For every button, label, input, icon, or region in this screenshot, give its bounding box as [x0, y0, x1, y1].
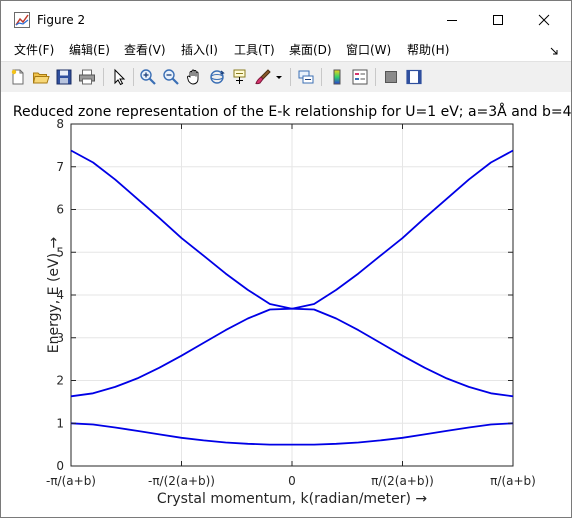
- plot-svg[interactable]: Reduced zone representation of the E-k r…: [1, 92, 571, 517]
- x-tick-label: 0: [288, 474, 296, 488]
- toolbar-separator: [133, 68, 134, 86]
- brush-dropdown-icon[interactable]: [274, 68, 284, 86]
- y-tick-label: 0: [56, 459, 64, 473]
- toolbar-separator: [375, 68, 376, 86]
- y-tick-label: 5: [56, 245, 64, 259]
- figure-canvas: Reduced zone representation of the E-k r…: [1, 92, 571, 517]
- y-tick-label: 7: [56, 160, 64, 174]
- data-cursor-icon[interactable]: [231, 68, 249, 86]
- y-axis-label: Energy, E (eV) →: [46, 236, 62, 353]
- close-button[interactable]: [521, 1, 567, 39]
- brush-icon[interactable]: [254, 68, 272, 86]
- plot-title: Reduced zone representation of the E-k r…: [13, 103, 571, 120]
- toolbar-separator: [321, 68, 322, 86]
- link-plot-icon[interactable]: [297, 68, 315, 86]
- series-group: [70, 149, 514, 446]
- window-title: Figure 2: [37, 13, 86, 27]
- figure-toolbar: [1, 61, 571, 93]
- menu-view[interactable]: 查看(V): [124, 43, 166, 57]
- menu-file[interactable]: 文件(F): [14, 43, 55, 57]
- menu-bar: 文件(F) 编辑(E) 查看(V) 插入(I) 工具(T) 桌面(D) 窗口(W…: [1, 39, 571, 61]
- menu-insert[interactable]: 插入(I): [181, 43, 218, 57]
- x-tick-label: π/(2(a+b)): [371, 474, 434, 488]
- y-tick-label: 4: [56, 288, 64, 302]
- hide-plot-tools-icon[interactable]: [382, 68, 400, 86]
- menu-help[interactable]: 帮助(H): [407, 43, 450, 57]
- menu-overflow-icon[interactable]: [550, 44, 559, 58]
- open-file-icon[interactable]: [32, 68, 50, 86]
- ticks: -π/(a+b) -π/(2(a+b)) 0 π/(2(a+b)) π/(a+b) 0 1 2…: [46, 117, 536, 488]
- x-tick-label: -π/(a+b): [46, 474, 96, 488]
- show-plot-tools-icon[interactable]: [405, 68, 423, 86]
- grid: [70, 123, 514, 467]
- zoom-in-icon[interactable]: [139, 68, 157, 86]
- x-axis-label: Crystal momentum, k(radian/meter) →: [157, 491, 428, 507]
- y-tick-label: 1: [56, 416, 64, 430]
- series-line-3: [70, 149, 514, 398]
- minimize-button[interactable]: [429, 1, 475, 39]
- maximize-icon: [493, 15, 503, 25]
- menu-edit[interactable]: 编辑(E): [69, 43, 110, 57]
- maximize-button[interactable]: [475, 1, 521, 39]
- toolbar-separator: [103, 68, 104, 86]
- y-tick-label: 2: [56, 374, 64, 388]
- colorbar-icon[interactable]: [328, 68, 346, 86]
- y-tick-label: 6: [56, 203, 64, 217]
- minimize-icon: [447, 20, 457, 21]
- close-icon: [538, 14, 550, 26]
- y-tick-label: 3: [56, 331, 64, 345]
- series-line-1: [70, 422, 514, 446]
- print-icon[interactable]: [78, 68, 96, 86]
- menu-desktop[interactable]: 桌面(D): [289, 43, 332, 57]
- menu-window[interactable]: 窗口(W): [346, 43, 392, 57]
- y-tick-label: 8: [56, 117, 64, 131]
- legend-icon[interactable]: [351, 68, 369, 86]
- menu-tools[interactable]: 工具(T): [234, 43, 275, 57]
- x-tick-label: -π/(2(a+b)): [148, 474, 215, 488]
- x-tick-label: π/(a+b): [490, 474, 536, 488]
- new-figure-icon[interactable]: [9, 68, 27, 86]
- pointer-icon[interactable]: [110, 68, 128, 86]
- zoom-out-icon[interactable]: [162, 68, 180, 86]
- rotate-3d-icon[interactable]: [208, 68, 226, 86]
- title-bar[interactable]: Figure 2: [1, 1, 571, 39]
- save-icon[interactable]: [55, 68, 73, 86]
- matlab-figure-icon: [14, 12, 30, 28]
- pan-icon[interactable]: [185, 68, 203, 86]
- toolbar-separator: [290, 68, 291, 86]
